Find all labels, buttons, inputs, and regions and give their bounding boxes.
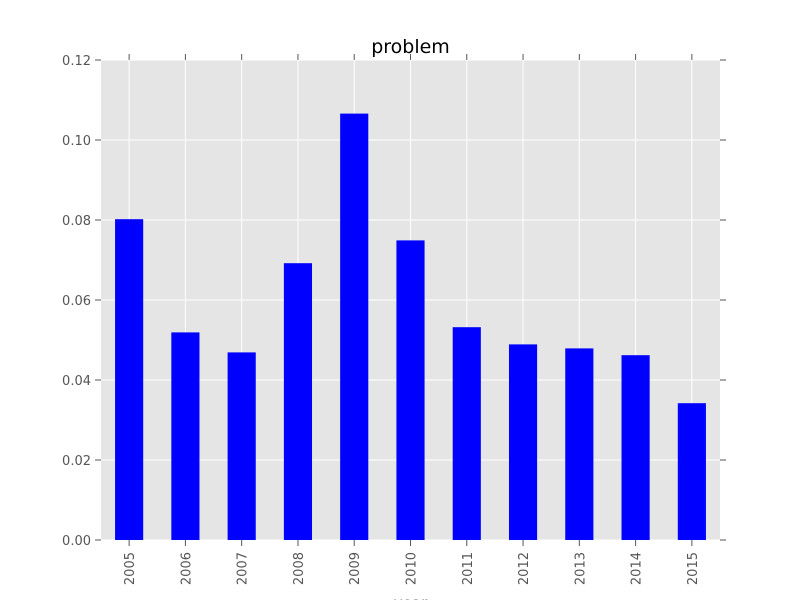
- bar-2013: [565, 348, 594, 540]
- bars: [115, 113, 706, 540]
- x-tick-label: 2010: [405, 552, 420, 585]
- bar-2007: [227, 352, 256, 540]
- x-tick-label: 2011: [461, 552, 476, 585]
- y-tick-label: 0.00: [62, 534, 91, 549]
- y-tick-label: 0.06: [62, 294, 91, 309]
- x-tick-label: 2009: [348, 552, 363, 585]
- bar-2015: [677, 403, 706, 540]
- y-tick-label: 0.10: [62, 134, 91, 149]
- y-tick-label: 0.02: [62, 454, 91, 469]
- bar-2008: [283, 263, 313, 540]
- x-tick-labels: 2005 2006 2007 2008 2009 2010 2011 2012 2013 2014…: [123, 552, 701, 585]
- bar-2005: [115, 219, 144, 540]
- x-tick-label: 2005: [123, 552, 138, 585]
- bar-2014: [621, 355, 650, 540]
- bar-2006: [171, 332, 200, 540]
- bar-2010: [396, 240, 425, 540]
- bar-2012: [508, 344, 538, 540]
- y-tick-labels: 0.00 0.02 0.04 0.06 0.08 0.10 0.12: [62, 54, 91, 549]
- x-tick-label: 2007: [236, 552, 251, 585]
- bar-2009: [340, 113, 369, 540]
- x-tick-label: 2008: [292, 552, 307, 585]
- chart-title: problem: [371, 36, 450, 58]
- y-tick-label: 0.08: [62, 214, 91, 229]
- x-tick-label: 2013: [573, 552, 588, 585]
- x-axis-label: year: [394, 594, 428, 600]
- x-tick-label: 2006: [179, 552, 194, 585]
- axis-ticks: [95, 54, 726, 546]
- x-tick-label: 2014: [630, 552, 645, 585]
- y-tick-label: 0.04: [62, 374, 91, 389]
- y-tick-label: 0.12: [62, 54, 91, 69]
- x-tick-label: 2012: [517, 552, 532, 585]
- x-tick-label: 2015: [686, 552, 701, 585]
- bar-2011: [452, 327, 481, 540]
